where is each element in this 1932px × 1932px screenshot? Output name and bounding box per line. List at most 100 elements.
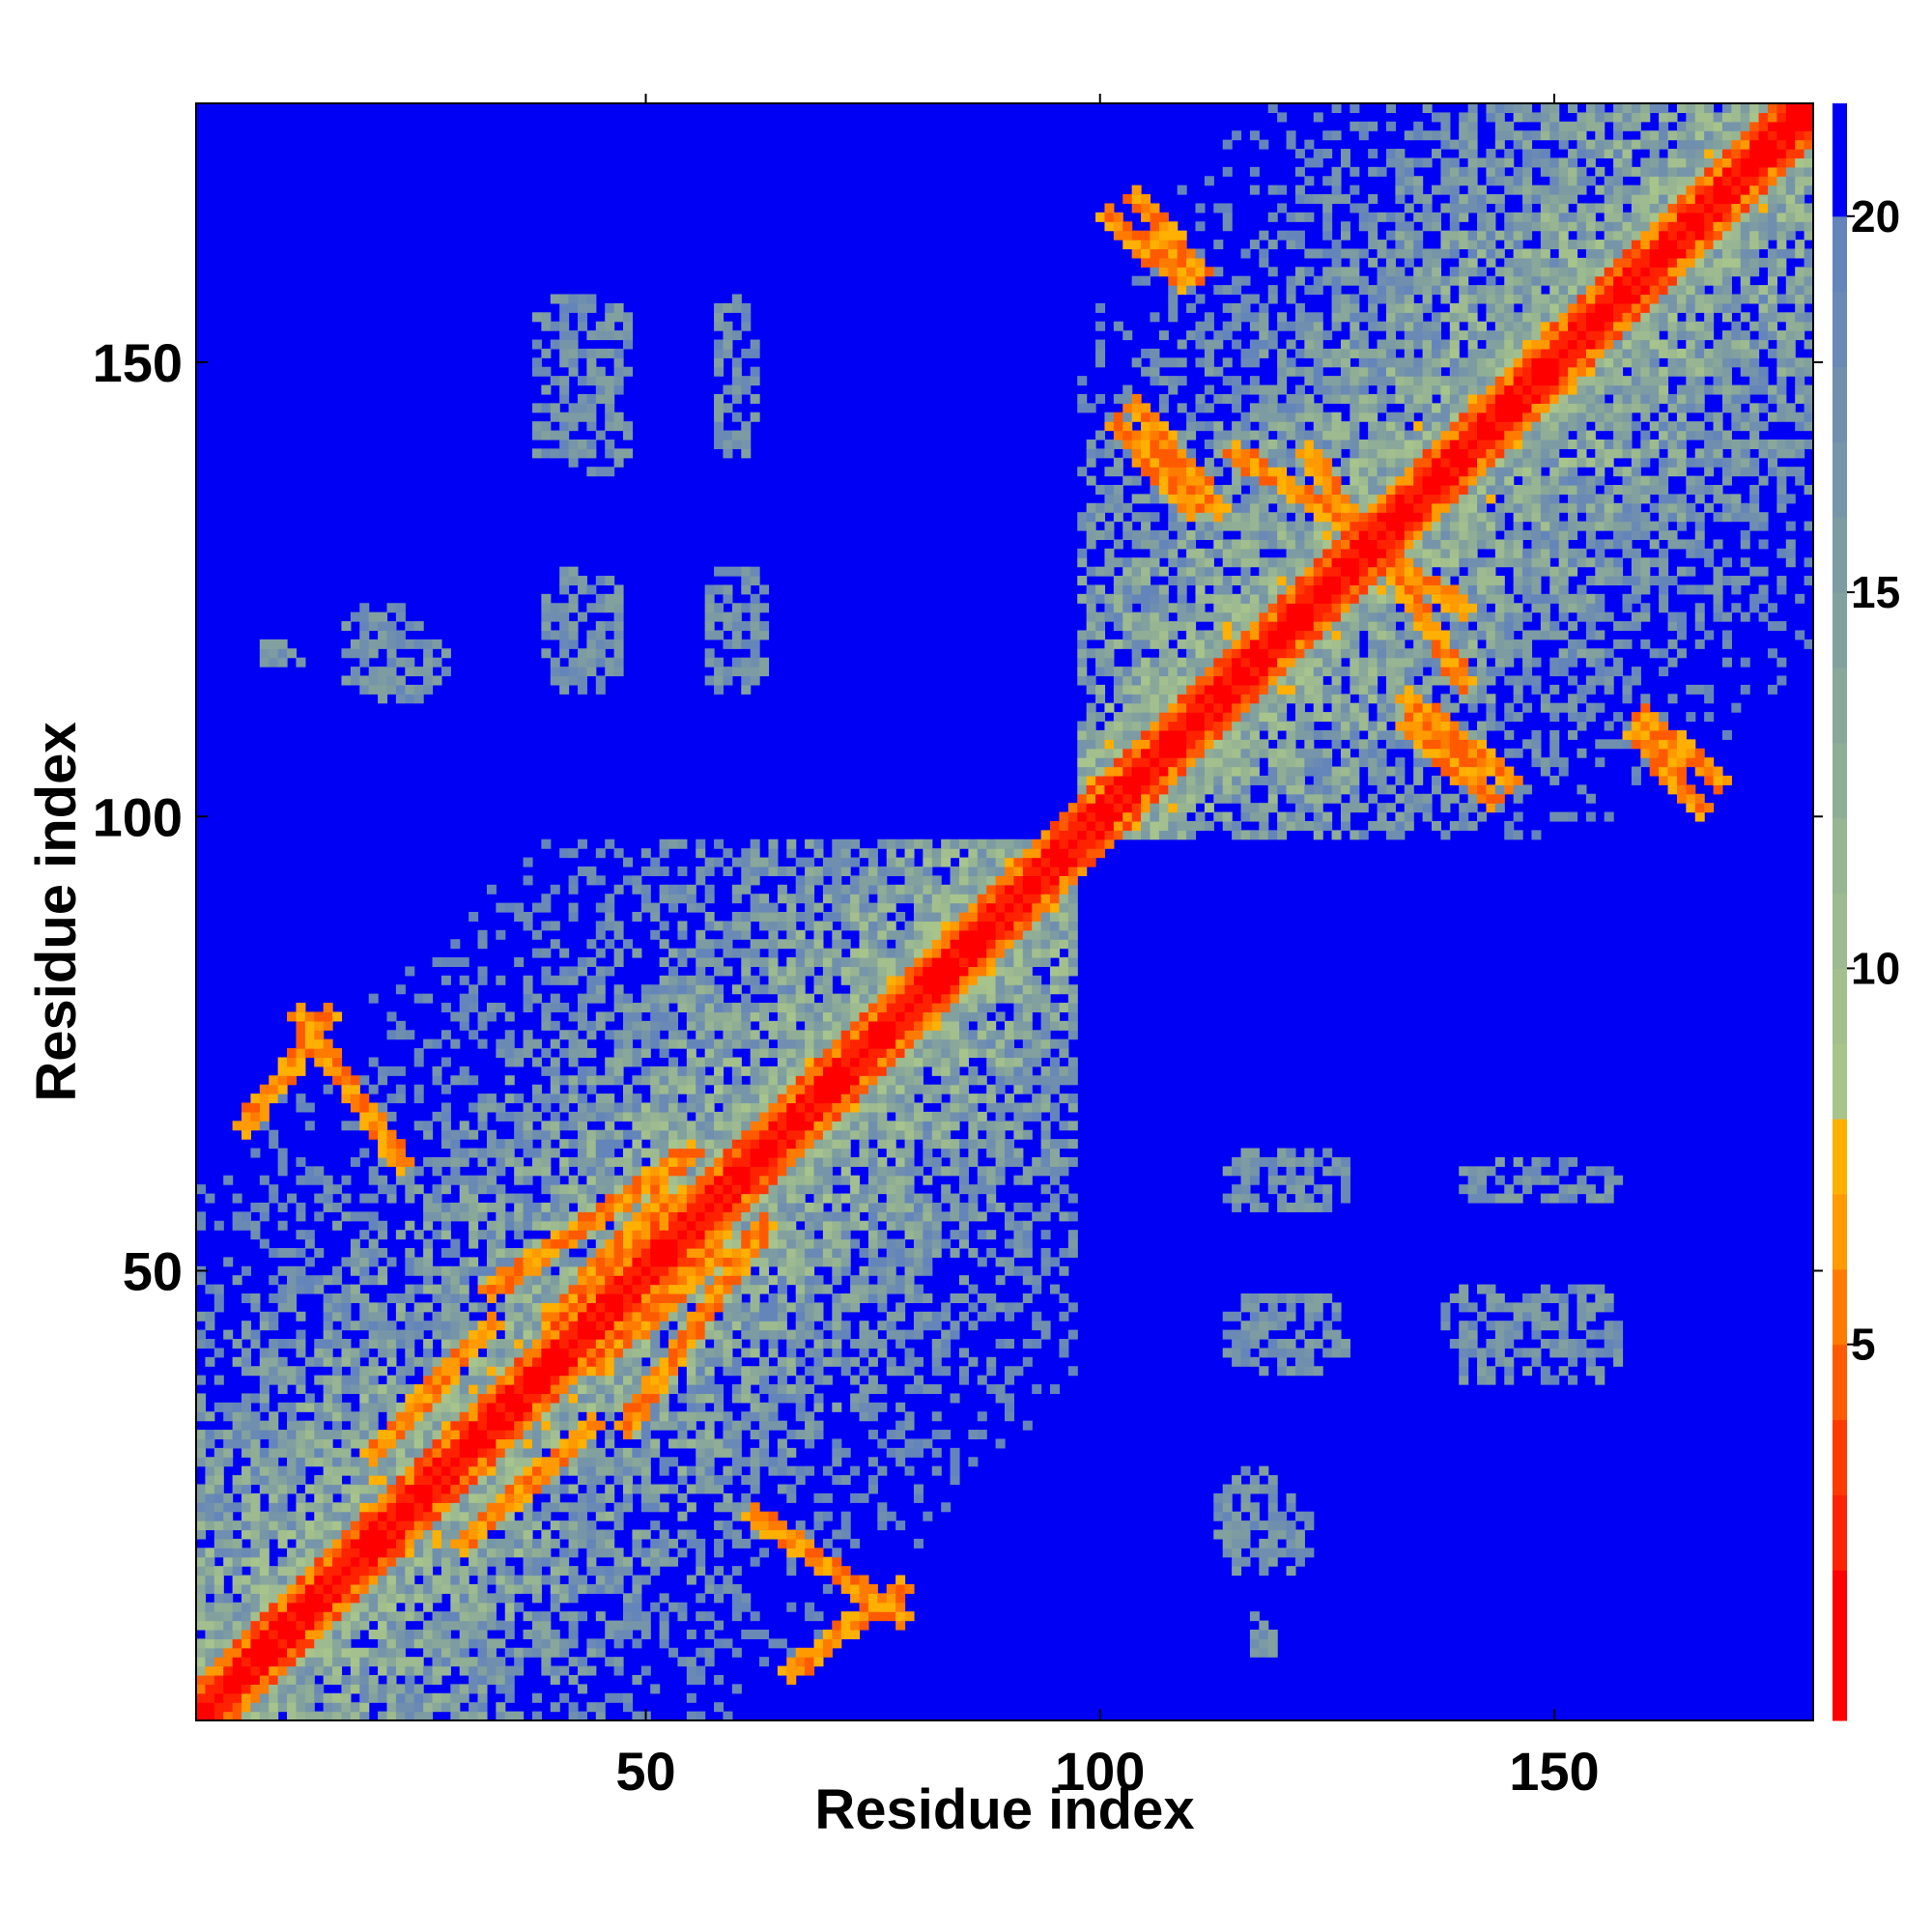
heatmap-cell: [1277, 1520, 1288, 1531]
heatmap-cell: [378, 1366, 388, 1377]
heatmap-cell: [923, 1111, 933, 1122]
heatmap-cell: [723, 1094, 733, 1104]
heatmap-cell: [514, 1284, 525, 1294]
heatmap-cell: [931, 1048, 942, 1059]
heatmap-cell: [613, 1393, 624, 1404]
heatmap-cell: [886, 1193, 896, 1204]
heatmap-cell: [523, 1575, 533, 1585]
heatmap-cell: [696, 1447, 706, 1458]
heatmap-cell: [577, 1257, 587, 1267]
heatmap-cell: [459, 1657, 469, 1667]
heatmap-cell: [314, 1684, 325, 1694]
heatmap-cell: [269, 1657, 279, 1667]
heatmap-cell: [459, 1402, 469, 1412]
heatmap-cell: [731, 1430, 742, 1440]
heatmap-cell: [895, 1166, 906, 1177]
heatmap-cell: [259, 1094, 270, 1104]
heatmap-cell: [1486, 1193, 1496, 1204]
heatmap-cell: [750, 1238, 760, 1249]
heatmap-cell: [886, 1583, 896, 1594]
heatmap-cell: [714, 1329, 724, 1340]
heatmap-cell: [259, 1348, 270, 1358]
heatmap-cell: [632, 1220, 642, 1231]
heatmap-cell: [759, 1075, 770, 1086]
heatmap-cell: [450, 1265, 461, 1276]
heatmap-cell: [731, 1139, 742, 1150]
heatmap-cell: [232, 1339, 242, 1350]
heatmap-cell: [704, 1275, 715, 1286]
heatmap-cell: [731, 1647, 742, 1658]
heatmap-cell: [504, 1548, 515, 1558]
heatmap-cell: [531, 1211, 542, 1222]
heatmap-cell: [541, 1148, 552, 1158]
heatmap-cell: [605, 1166, 615, 1177]
heatmap-cell: [213, 1302, 224, 1313]
heatmap-cell: [550, 1465, 560, 1476]
heatmap-cell: [386, 1538, 397, 1548]
heatmap-cell: [332, 1583, 343, 1594]
heatmap-cell: [686, 1148, 696, 1158]
heatmap-cell: [405, 1520, 415, 1531]
heatmap-cell: [1313, 1302, 1323, 1313]
heatmap-cell: [832, 1057, 842, 1067]
heatmap-cell: [723, 1492, 733, 1503]
heatmap-cell: [450, 1520, 461, 1531]
heatmap-cell: [559, 1230, 570, 1240]
heatmap-cell: [595, 1238, 606, 1249]
heatmap-cell: [632, 1111, 642, 1122]
heatmap-cell: [659, 1321, 669, 1331]
heatmap-cell: [559, 1003, 570, 1013]
heatmap-cell: [623, 1447, 634, 1458]
heatmap-cell: [550, 1321, 560, 1331]
heatmap-cell: [332, 1502, 343, 1513]
heatmap-cell: [323, 1548, 333, 1558]
heatmap-cell: [469, 1348, 479, 1358]
heatmap-cell: [1459, 1339, 1469, 1350]
heatmap-cell: [677, 1139, 688, 1150]
heatmap-cell: [1022, 1075, 1033, 1086]
heatmap-cell: [777, 1529, 787, 1540]
heatmap-cell: [459, 1284, 469, 1294]
heatmap-cell: [1013, 1238, 1024, 1249]
heatmap-cell: [668, 1556, 679, 1567]
heatmap-cell: [904, 1057, 915, 1067]
heatmap-cell: [741, 1366, 752, 1377]
heatmap-cell: [514, 1475, 525, 1486]
heatmap-cell: [250, 1711, 261, 1721]
heatmap-cell: [923, 1202, 933, 1212]
heatmap-cell: [704, 1211, 715, 1222]
heatmap-cell: [559, 1647, 570, 1658]
heatmap-cell: [242, 1674, 252, 1685]
heatmap-cell: [768, 1111, 779, 1122]
heatmap-cell: [777, 1011, 787, 1022]
heatmap-cell: [931, 1311, 942, 1321]
heatmap-cell: [259, 1511, 270, 1521]
heatmap-cell: [450, 1593, 461, 1604]
heatmap-cell: [832, 1230, 842, 1240]
heatmap-cell: [577, 1457, 587, 1467]
heatmap-cell: [632, 1156, 642, 1167]
heatmap-cell: [941, 1038, 952, 1049]
heatmap-cell: [1477, 1184, 1488, 1195]
heatmap-cell: [250, 1302, 261, 1313]
heatmap-cell: [632, 1484, 642, 1494]
heatmap-cell: [1494, 1348, 1505, 1358]
heatmap-cell: [750, 1084, 760, 1094]
heatmap-cell: [405, 1166, 415, 1177]
heatmap-cell: [686, 1193, 696, 1204]
heatmap-cell: [813, 1211, 824, 1222]
heatmap-cell: [550, 1230, 560, 1240]
heatmap-cell: [350, 1321, 360, 1331]
heatmap-cell: [405, 1156, 415, 1167]
heatmap-cell: [659, 1238, 669, 1249]
heatmap-cell: [805, 1438, 815, 1449]
heatmap-cell: [741, 1148, 752, 1158]
heatmap-cell: [559, 1583, 570, 1594]
heatmap-cell: [359, 1257, 370, 1267]
heatmap-cell: [432, 1265, 442, 1276]
heatmap-cell: [859, 1575, 869, 1585]
heatmap-cell: [559, 1311, 570, 1321]
heatmap-cell: [777, 1094, 787, 1104]
heatmap-cell: [269, 1629, 279, 1639]
heatmap-cell: [459, 1548, 469, 1558]
